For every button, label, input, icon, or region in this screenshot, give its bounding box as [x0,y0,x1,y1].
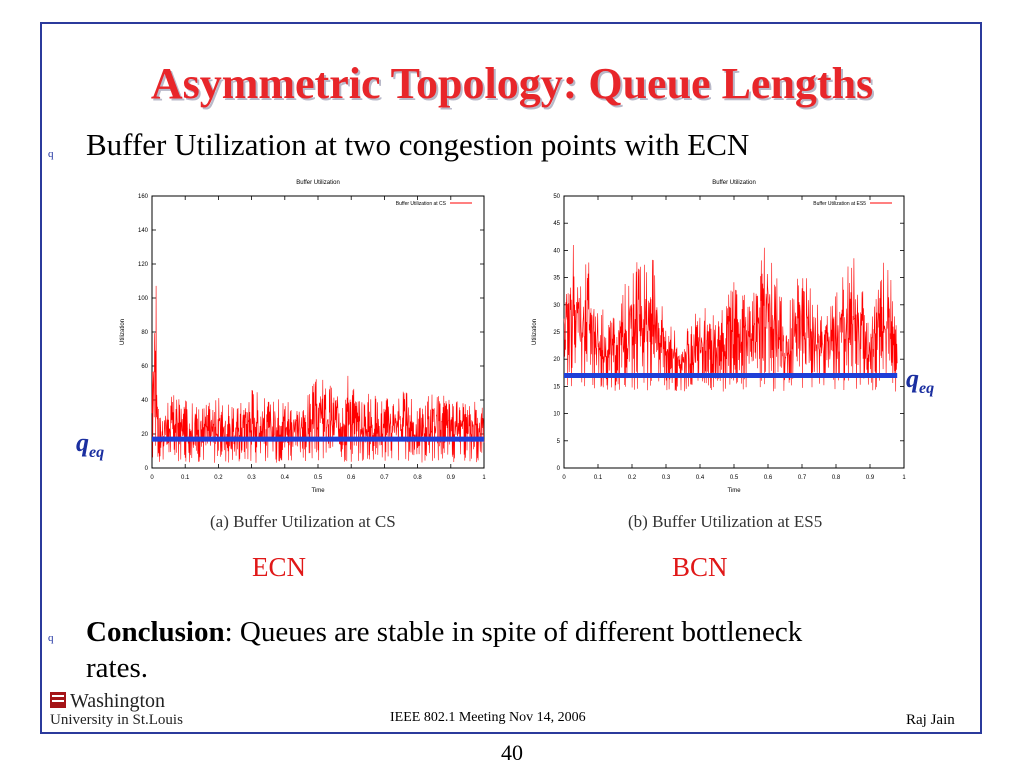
x-tick-label: 0.1 [594,475,603,481]
chart-bcn-caption: (b) Buffer Utilization at ES5 [628,512,823,531]
x-tick-label: 0.7 [798,475,807,481]
x-tick-label: 0.6 [347,475,356,481]
qeq-right-main: q [906,364,919,393]
y-axis-label: Utilization [120,319,126,345]
x-tick-label: 0.4 [281,475,290,481]
y-tick-label: 60 [141,364,148,370]
logo-svg: Washington University in St.Louis [50,690,183,728]
y-axis-label: Utilization [532,319,538,345]
x-axis-label: Time [727,488,741,494]
university-logo: Washington University in St.Louis [48,690,198,730]
y-tick-label: 40 [553,248,560,254]
footer-author: Raj Jain [906,712,955,728]
logo-line2: University in St.Louis [50,712,183,728]
y-tick-label: 100 [138,296,149,302]
x-tick-label: 0.8 [832,475,841,481]
slide-frame [40,22,982,734]
qeq-label-right: qeq [906,364,934,398]
chart-bcn: Buffer Utilization 0 5 10 15 20 25 30 35 40 45 50 0 0… [524,172,914,502]
y-tick-label: 40 [141,398,148,404]
x-tick-label: 0.2 [214,475,223,481]
y-tick-label: 30 [553,303,560,309]
legend-label-0: Buffer Utilization at CS [396,201,447,207]
y-tick-label: 20 [553,357,560,363]
page-number: 40 [501,740,523,765]
series-line-0 [151,285,485,463]
series-line-1 [563,244,898,392]
chart-ecn-svg: Buffer Utilization 0 20 40 60 80 100 120 140 160 0… [120,180,486,494]
x-tick-label: 0 [150,475,154,481]
bullet-marker-2: q [48,632,54,644]
y-tick-label: 140 [138,228,149,234]
x-tick-label: 0.3 [662,475,671,481]
x-tick-label: 0.9 [866,475,875,481]
x-tick-label: 0.4 [696,475,705,481]
x-tick-label: 0 [562,475,566,481]
conclusion-bold: Conclusion [86,616,225,648]
x-axis-label: Time [311,488,325,494]
x-tick-label: 0.8 [413,475,422,481]
x-tick-label: 0.5 [314,475,323,481]
y-tick-label: 0 [557,466,561,472]
x-tick-label: 0.5 [730,475,739,481]
y-tick-label: 25 [553,330,560,336]
chart-title-0: Buffer Utilization [296,180,340,186]
y-tick-label: 15 [553,384,560,390]
conclusion-text: : Queues are stable in spite of differen… [224,616,803,648]
x-tick-label: 0.7 [380,475,389,481]
y-tick-label: 80 [141,330,148,336]
y-tick-label: 160 [138,194,149,200]
y-tick-label: 120 [138,262,149,268]
x-tick-label: 0.1 [181,475,190,481]
y-tick-label: 45 [553,221,560,227]
chart-ecn: Buffer Utilization 0 20 40 60 80 100 120 140 160 0… [112,172,494,502]
chart-title-1: Buffer Utilization [712,180,756,186]
qeq-right-sub: eq [919,380,935,397]
label-ecn: ECN [252,552,306,582]
x-tick-label: 0.6 [764,475,773,481]
y-tick-label: 10 [553,412,560,418]
bullet-buffer-utilization: Buffer Utilization at two congestion poi… [86,127,750,162]
y-tick-label: 5 [557,439,561,445]
x-tick-label: 0.2 [628,475,637,481]
conclusion-line: Conclusion: Queues are stable in spite o… [86,616,802,649]
bullet-marker: q [48,148,54,160]
qeq-left-main: q [76,428,89,457]
y-tick-label: 35 [553,276,560,282]
conclusion-continuation: rates. [86,652,148,684]
qeq-label-left: qeq [76,428,104,462]
y-tick-label: 20 [141,432,148,438]
x-tick-label: 0.3 [247,475,256,481]
x-tick-label: 1 [482,475,486,481]
x-tick-label: 0.9 [447,475,456,481]
y-tick-label: 0 [145,466,149,472]
label-bcn: BCN [672,552,728,582]
logo-line1: Washington [70,690,165,712]
chart-bcn-svg: Buffer Utilization 0 5 10 15 20 25 30 35 40 45 50 0 0… [532,180,906,494]
legend-label-1: Buffer Utilization at ES5 [813,201,866,207]
chart-ecn-caption: (a) Buffer Utilization at CS [210,512,396,531]
x-tick-label: 1 [902,475,906,481]
slide-title: Asymmetric Topology: Queue Lengths [150,59,874,108]
y-tick-label: 50 [553,194,560,200]
qeq-left-sub: eq [89,444,105,461]
footer-meeting: IEEE 802.1 Meeting Nov 14, 2006 [390,710,586,725]
